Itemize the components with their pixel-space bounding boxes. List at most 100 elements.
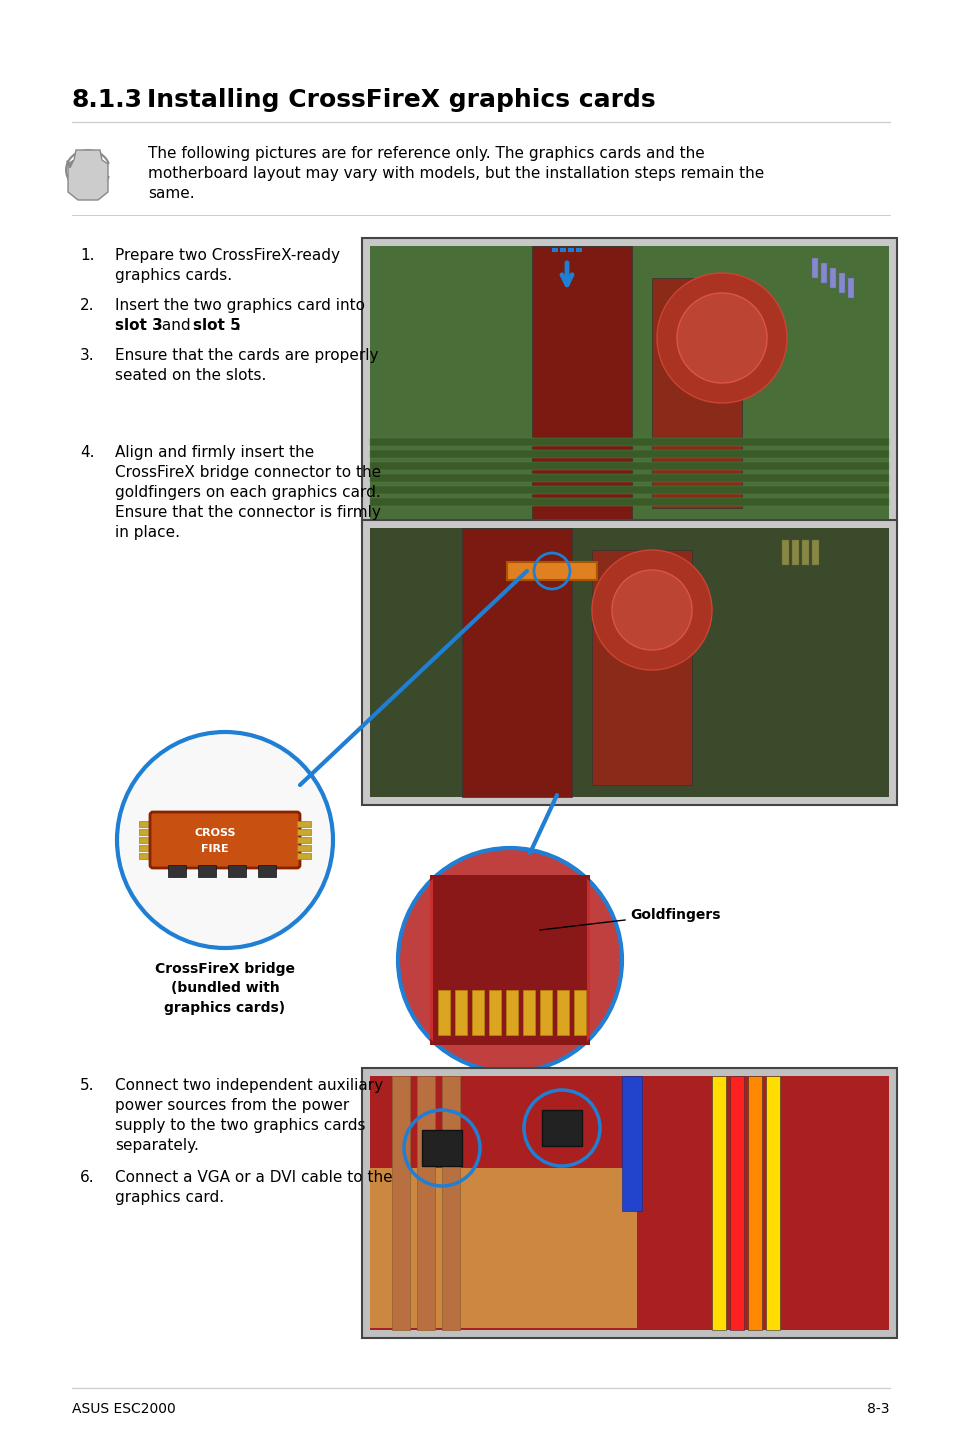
Text: Prepare two CrossFireX-ready: Prepare two CrossFireX-ready [115, 247, 339, 263]
Text: 5.: 5. [80, 1078, 94, 1093]
Text: separately.: separately. [115, 1137, 198, 1153]
Bar [811, 257, 817, 278]
Bar [370, 462, 888, 470]
Bar [781, 541, 788, 565]
Bar [257, 866, 275, 877]
Bar [392, 1076, 410, 1330]
Bar [198, 866, 215, 877]
Bar [430, 874, 589, 1045]
Text: slot 5: slot 5 [193, 318, 240, 334]
Bar [370, 1076, 888, 1330]
Bar [838, 273, 844, 293]
Text: in place.: in place. [115, 525, 180, 541]
Text: CROSS: CROSS [194, 828, 235, 838]
Bar [139, 853, 152, 858]
Bar [296, 853, 311, 858]
Bar [139, 837, 152, 843]
Bar [567, 247, 574, 252]
Text: 8.1.3: 8.1.3 [71, 88, 143, 112]
Text: motherboard layout may vary with models, but the installation steps remain the: motherboard layout may vary with models,… [148, 165, 763, 181]
Text: 4.: 4. [80, 444, 94, 460]
Bar [228, 866, 246, 877]
Text: Connect two independent auxiliary: Connect two independent auxiliary [115, 1078, 383, 1093]
Bar [139, 828, 152, 835]
Bar [791, 541, 799, 565]
Bar [801, 541, 808, 565]
Text: Insert the two graphics card into: Insert the two graphics card into [115, 298, 365, 313]
Text: seated on the slots.: seated on the slots. [115, 368, 266, 383]
Bar [168, 866, 186, 877]
Text: graphics card.: graphics card. [115, 1191, 224, 1205]
Text: slot 3: slot 3 [115, 318, 163, 334]
Bar [455, 989, 467, 1035]
Bar [370, 439, 888, 446]
Bar [621, 1076, 641, 1211]
Bar [461, 528, 572, 797]
Bar [416, 1076, 435, 1330]
Bar [441, 1076, 459, 1330]
Bar [586, 874, 589, 1045]
Bar [574, 989, 585, 1035]
Bar [541, 1110, 581, 1146]
Text: Goldfingers: Goldfingers [629, 907, 720, 922]
Bar [296, 828, 311, 835]
Text: 1.: 1. [80, 247, 94, 263]
Bar [829, 267, 835, 288]
Bar [592, 549, 691, 785]
Circle shape [592, 549, 711, 670]
Bar [370, 528, 888, 797]
FancyBboxPatch shape [361, 1068, 896, 1337]
Circle shape [657, 273, 786, 403]
Bar [576, 247, 581, 252]
Text: The following pictures are for reference only. The graphics cards and the: The following pictures are for reference… [148, 147, 704, 161]
Circle shape [117, 732, 333, 948]
Bar [711, 1076, 725, 1330]
Bar [506, 562, 597, 580]
Bar [847, 278, 853, 298]
Bar [532, 246, 631, 521]
Text: goldfingers on each graphics card.: goldfingers on each graphics card. [115, 485, 380, 500]
Circle shape [397, 848, 621, 1071]
Bar [370, 498, 888, 506]
Text: CrossFireX bridge connector to the: CrossFireX bridge connector to the [115, 464, 381, 480]
Text: and: and [157, 318, 195, 334]
Text: same.: same. [148, 186, 194, 201]
Text: power sources from the power: power sources from the power [115, 1099, 349, 1113]
Bar [821, 263, 826, 283]
Bar [557, 989, 568, 1035]
Bar [522, 989, 535, 1035]
Text: Ensure that the cards are properly: Ensure that the cards are properly [115, 348, 378, 362]
Bar [747, 1076, 761, 1330]
FancyBboxPatch shape [150, 812, 299, 869]
Bar [765, 1076, 780, 1330]
Text: 6.: 6. [80, 1171, 94, 1185]
Bar [651, 278, 741, 508]
Text: Align and firmly insert the: Align and firmly insert the [115, 444, 314, 460]
Bar [296, 837, 311, 843]
FancyBboxPatch shape [361, 521, 896, 805]
Text: 3.: 3. [80, 348, 94, 362]
Bar [489, 989, 500, 1035]
Bar [370, 475, 888, 482]
Bar [437, 989, 450, 1035]
Bar [552, 247, 558, 252]
Text: FIRE: FIRE [201, 844, 229, 854]
Bar [729, 1076, 743, 1330]
Text: CrossFireX bridge
(bundled with
graphics cards): CrossFireX bridge (bundled with graphics… [154, 962, 294, 1015]
Bar [139, 846, 152, 851]
Text: Ensure that the connector is firmly: Ensure that the connector is firmly [115, 505, 380, 521]
Bar [539, 989, 552, 1035]
Bar [296, 846, 311, 851]
Circle shape [612, 569, 691, 650]
Polygon shape [68, 150, 108, 200]
Bar [370, 450, 888, 457]
Text: .: . [234, 318, 239, 334]
Bar [370, 486, 888, 495]
Bar [472, 989, 483, 1035]
Bar [559, 247, 565, 252]
Text: graphics cards.: graphics cards. [115, 267, 232, 283]
Bar [370, 1168, 637, 1329]
Text: 2.: 2. [80, 298, 94, 313]
Text: ASUS ESC2000: ASUS ESC2000 [71, 1402, 175, 1416]
Text: 8-3: 8-3 [866, 1402, 889, 1416]
